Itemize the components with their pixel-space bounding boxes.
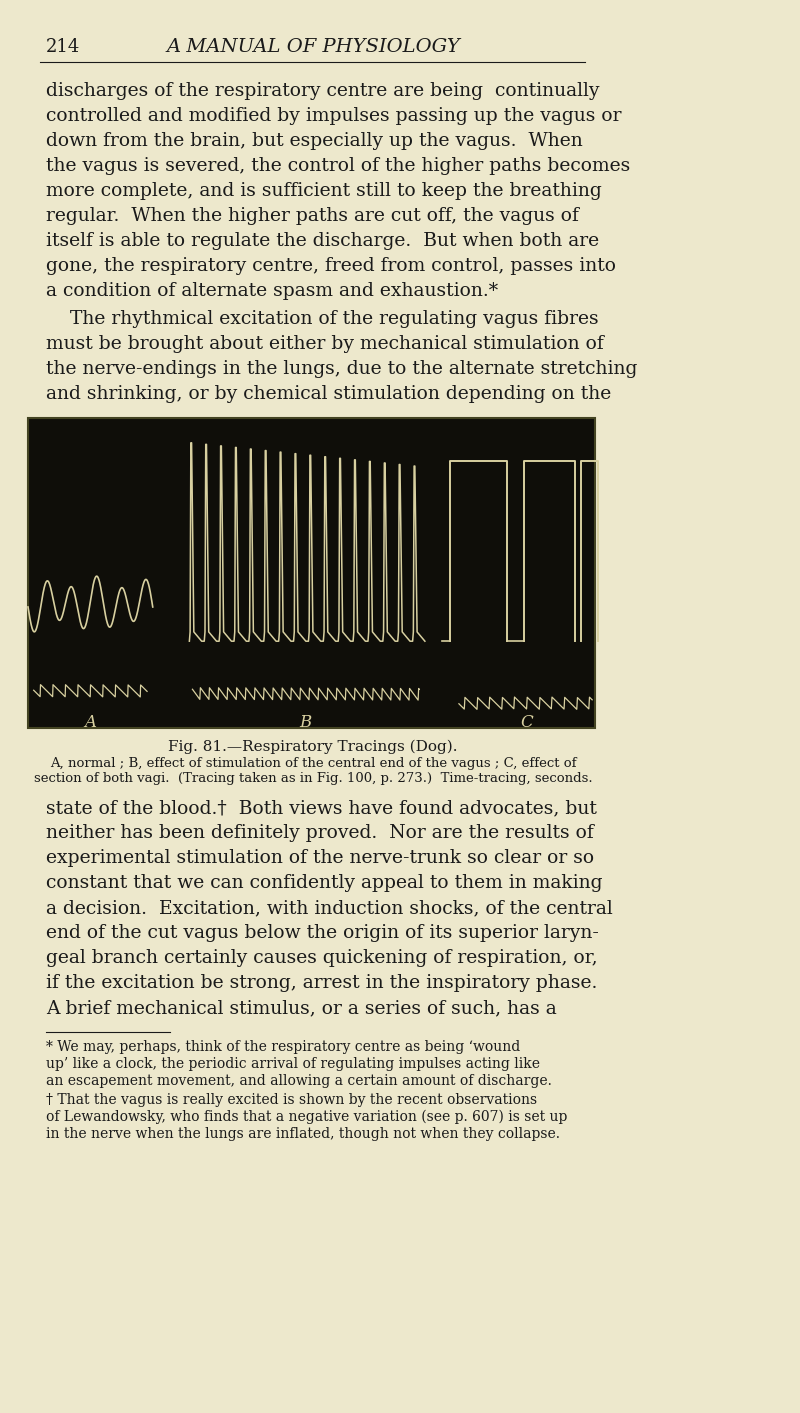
- Text: * We may, perhaps, think of the respiratory centre as being ‘wound: * We may, perhaps, think of the respirat…: [46, 1040, 520, 1054]
- Text: in the nerve when the lungs are inflated, though not when they collapse.: in the nerve when the lungs are inflated…: [46, 1128, 560, 1142]
- Bar: [28, 418, 595, 728]
- Text: the vagus is severed, the control of the higher paths becomes: the vagus is severed, the control of the…: [46, 157, 630, 175]
- Text: a condition of alternate spasm and exhaustion.*: a condition of alternate spasm and exhau…: [46, 283, 498, 300]
- Text: A: A: [84, 714, 96, 731]
- Text: if the excitation be strong, arrest in the inspiratory phase.: if the excitation be strong, arrest in t…: [46, 974, 598, 992]
- Text: section of both vagi.  (Tracing taken as in Fig. 100, p. 273.)  Time-tracing, se: section of both vagi. (Tracing taken as …: [34, 771, 592, 786]
- Text: end of the cut vagus below the origin of its superior laryn-: end of the cut vagus below the origin of…: [46, 924, 599, 942]
- Text: The rhythmical excitation of the regulating vagus fibres: The rhythmical excitation of the regulat…: [46, 309, 598, 328]
- Text: neither has been definitely proved.  Nor are the results of: neither has been definitely proved. Nor …: [46, 824, 594, 842]
- Text: the nerve-endings in the lungs, due to the alternate stretching: the nerve-endings in the lungs, due to t…: [46, 360, 638, 379]
- Text: † That the vagus is really excited is shown by the recent observations: † That the vagus is really excited is sh…: [46, 1094, 537, 1106]
- Text: state of the blood.†  Both views have found advocates, but: state of the blood.† Both views have fou…: [46, 798, 597, 817]
- Text: down from the brain, but especially up the vagus.  When: down from the brain, but especially up t…: [46, 131, 582, 150]
- Text: gone, the respiratory centre, freed from control, passes into: gone, the respiratory centre, freed from…: [46, 257, 616, 276]
- Text: discharges of the respiratory centre are being  continually: discharges of the respiratory centre are…: [46, 82, 599, 100]
- Text: experimental stimulation of the nerve-trunk so clear or so: experimental stimulation of the nerve-tr…: [46, 849, 594, 868]
- Text: up’ like a clock, the periodic arrival of regulating impulses acting like: up’ like a clock, the periodic arrival o…: [46, 1057, 540, 1071]
- Text: constant that we can confidently appeal to them in making: constant that we can confidently appeal …: [46, 875, 602, 892]
- Text: geal branch certainly causes quickening of respiration, or,: geal branch certainly causes quickening …: [46, 950, 598, 966]
- Text: of Lewandowsky, who finds that a negative variation (see p. 607) is set up: of Lewandowsky, who finds that a negativ…: [46, 1111, 567, 1125]
- Text: A MANUAL OF PHYSIOLOGY: A MANUAL OF PHYSIOLOGY: [166, 38, 460, 57]
- Text: B: B: [300, 714, 312, 731]
- Text: A brief mechanical stimulus, or a series of such, has a: A brief mechanical stimulus, or a series…: [46, 999, 557, 1017]
- Text: a decision.  Excitation, with induction shocks, of the central: a decision. Excitation, with induction s…: [46, 899, 613, 917]
- Text: A, normal ; B, effect of stimulation of the central end of the vagus ; C, effect: A, normal ; B, effect of stimulation of …: [50, 757, 576, 770]
- Text: more complete, and is sufficient still to keep the breathing: more complete, and is sufficient still t…: [46, 182, 602, 201]
- Text: and shrinking, or by chemical stimulation depending on the: and shrinking, or by chemical stimulatio…: [46, 384, 611, 403]
- Text: C: C: [521, 714, 534, 731]
- Text: itself is able to regulate the discharge.  But when both are: itself is able to regulate the discharge…: [46, 232, 599, 250]
- Text: must be brought about either by mechanical stimulation of: must be brought about either by mechanic…: [46, 335, 604, 353]
- Text: controlled and modified by impulses passing up the vagus or: controlled and modified by impulses pass…: [46, 107, 622, 124]
- Text: regular.  When the higher paths are cut off, the vagus of: regular. When the higher paths are cut o…: [46, 206, 579, 225]
- Text: Fig. 81.—Respiratory Tracings (Dog).: Fig. 81.—Respiratory Tracings (Dog).: [168, 740, 458, 755]
- Text: an escapement movement, and allowing a certain amount of discharge.: an escapement movement, and allowing a c…: [46, 1074, 552, 1088]
- Text: 214: 214: [46, 38, 80, 57]
